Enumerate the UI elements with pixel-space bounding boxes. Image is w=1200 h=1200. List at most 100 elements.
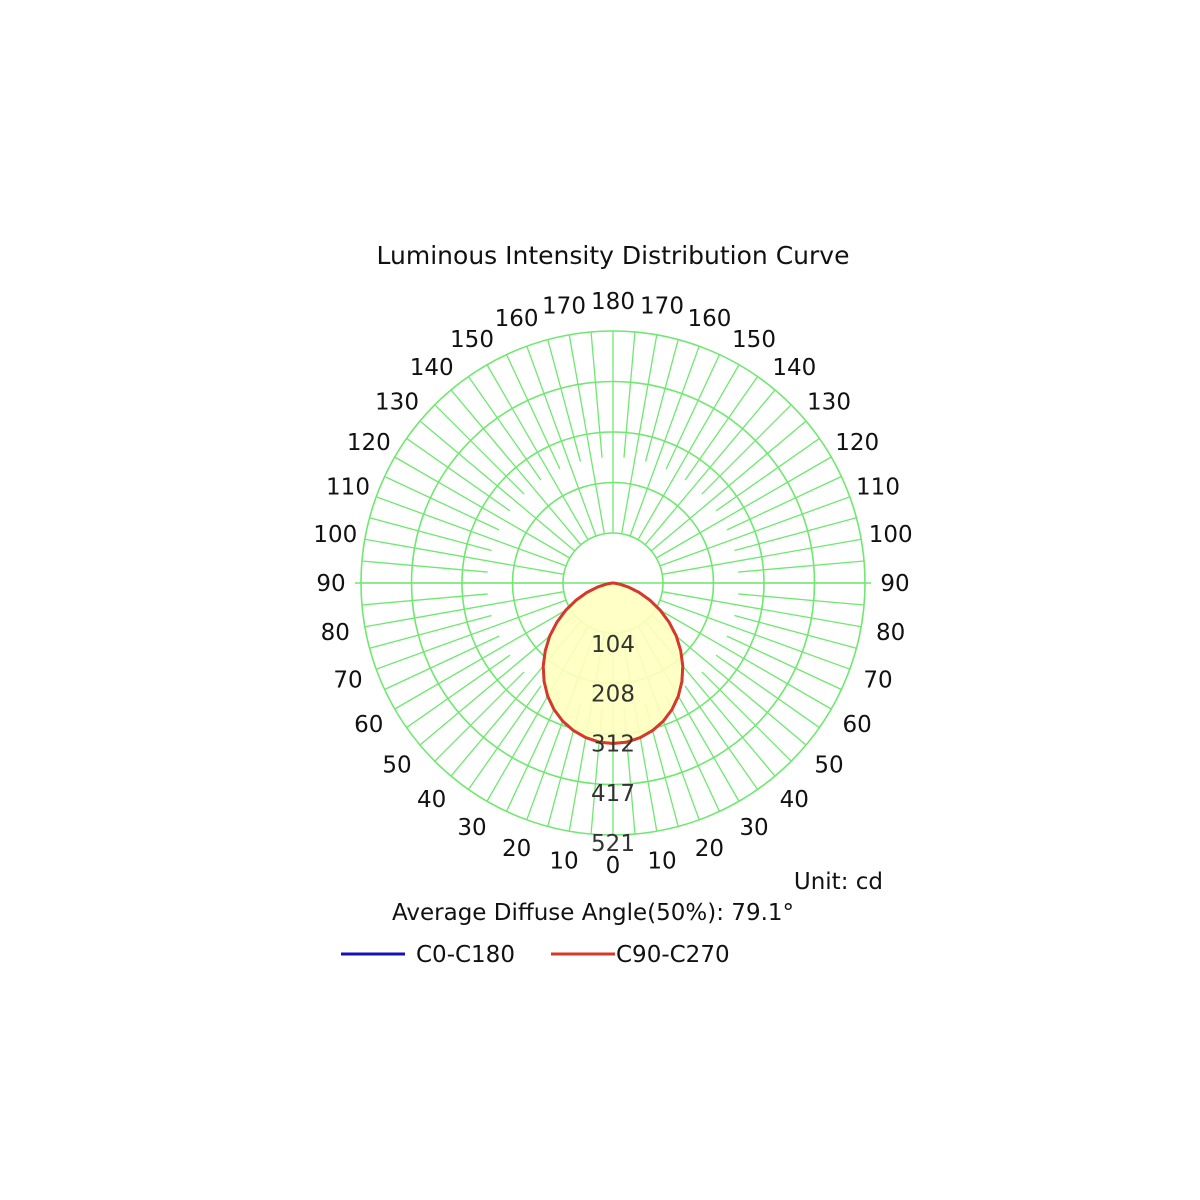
- grid-spoke: [701, 671, 792, 762]
- angle-label: 130: [807, 390, 851, 416]
- grid-spoke: [684, 685, 759, 790]
- ring-label: 208: [591, 682, 635, 708]
- grid-spoke: [734, 614, 857, 649]
- legend: C0-C180 C90-C270: [341, 942, 730, 968]
- grid-spoke: [384, 635, 500, 691]
- angle-label: 130: [375, 390, 419, 416]
- angle-label: 10: [549, 849, 578, 875]
- grid-spoke: [450, 389, 582, 546]
- grid-spoke: [419, 420, 576, 552]
- angle-label: 120: [835, 430, 879, 456]
- grid-spoke: [623, 331, 636, 458]
- unit-label: Unit: cd: [794, 869, 883, 895]
- grid-spoke: [375, 599, 567, 670]
- angle-label: 110: [326, 475, 370, 501]
- angle-label: 140: [410, 355, 454, 381]
- grid-spoke: [375, 496, 567, 567]
- grid-spoke: [644, 389, 776, 546]
- grid-spoke: [738, 593, 865, 606]
- angle-label: 60: [843, 712, 872, 738]
- grid-spoke: [655, 456, 832, 559]
- grid-spoke: [467, 376, 542, 481]
- angle-label: 10: [647, 849, 676, 875]
- curve-fill: [543, 583, 683, 744]
- grid-spoke: [637, 364, 740, 541]
- angle-label: 0: [606, 853, 621, 879]
- grid-spoke: [665, 354, 721, 470]
- grid-spoke: [715, 437, 820, 512]
- grid-spoke: [361, 593, 488, 606]
- angle-label: 160: [687, 306, 731, 332]
- angle-label: 80: [876, 620, 905, 646]
- legend-label-c0-c180: C0-C180: [416, 942, 515, 968]
- angle-label: 170: [542, 293, 586, 319]
- angle-labels: 0 10 2030405060708090100110120130140150160…: [313, 289, 912, 879]
- grid-spoke: [726, 635, 842, 691]
- angle-label: 170: [640, 293, 684, 319]
- grid-spoke: [384, 475, 500, 531]
- grid-spoke: [629, 345, 700, 537]
- angle-label: 180: [591, 289, 635, 315]
- series-curve-c90-c270: [541, 581, 685, 745]
- grid-spoke: [684, 376, 759, 481]
- ring-labels: 104 208 312 417 521: [591, 632, 635, 857]
- chart-title: Luminous Intensity Distribution Curve: [377, 241, 850, 270]
- angle-label: 150: [732, 327, 776, 353]
- grid-spoke: [701, 404, 792, 495]
- grid-spoke: [655, 607, 832, 710]
- angle-label: 120: [347, 430, 391, 456]
- angle-label: 160: [495, 306, 539, 332]
- angle-label: 80: [321, 620, 350, 646]
- curve-fill-area: [543, 583, 683, 744]
- grid-spoke: [369, 517, 492, 552]
- grid-spoke: [434, 671, 525, 762]
- grid-spoke: [406, 437, 511, 512]
- grid-spoke: [394, 607, 571, 710]
- average-angle-label: Average Diffuse Angle(50%): 79.1°: [392, 900, 794, 926]
- grid-spoke: [547, 339, 582, 462]
- angle-label: 20: [502, 836, 531, 862]
- angle-label: 70: [863, 667, 892, 693]
- angle-label: 30: [739, 815, 768, 841]
- grid-spoke: [659, 496, 851, 567]
- angle-label: 100: [313, 522, 357, 548]
- angle-label: 20: [695, 836, 724, 862]
- grid-spoke: [505, 354, 561, 470]
- grid-spoke: [369, 614, 492, 649]
- grid-spoke: [467, 685, 542, 790]
- grid-spoke: [662, 538, 862, 575]
- grid-spoke: [364, 591, 564, 628]
- grid-spoke: [662, 591, 862, 628]
- legend-label-c90-c270: C90-C270: [616, 942, 730, 968]
- angle-label: 110: [856, 475, 900, 501]
- angle-label: 60: [354, 712, 383, 738]
- grid-spoke: [665, 696, 721, 812]
- grid-spoke: [726, 475, 842, 531]
- grid-spoke: [650, 420, 807, 552]
- angle-label: 40: [417, 787, 446, 813]
- angle-label: 40: [780, 787, 809, 813]
- grid-spoke: [644, 339, 679, 462]
- angle-label: 140: [772, 355, 816, 381]
- angle-label: 90: [316, 571, 345, 597]
- angle-label: 30: [457, 815, 486, 841]
- angle-label: 90: [880, 571, 909, 597]
- grid-spoke: [505, 696, 561, 812]
- angle-label: 70: [333, 667, 362, 693]
- grid-spoke: [434, 404, 525, 495]
- grid-spoke: [715, 654, 820, 729]
- grid-spoke: [361, 560, 488, 573]
- angle-label: 50: [814, 752, 843, 778]
- angle-label: 100: [869, 522, 913, 548]
- ring-label: 521: [591, 831, 635, 857]
- grid-spoke: [568, 334, 605, 534]
- grid-spoke: [621, 334, 658, 534]
- polar-grid: [355, 330, 871, 836]
- grid-spoke: [590, 331, 603, 458]
- grid-spoke: [734, 517, 857, 552]
- angle-label: 150: [450, 327, 494, 353]
- ring-label: 417: [591, 781, 635, 807]
- grid-spoke: [406, 654, 511, 729]
- ring-label: 104: [591, 632, 635, 658]
